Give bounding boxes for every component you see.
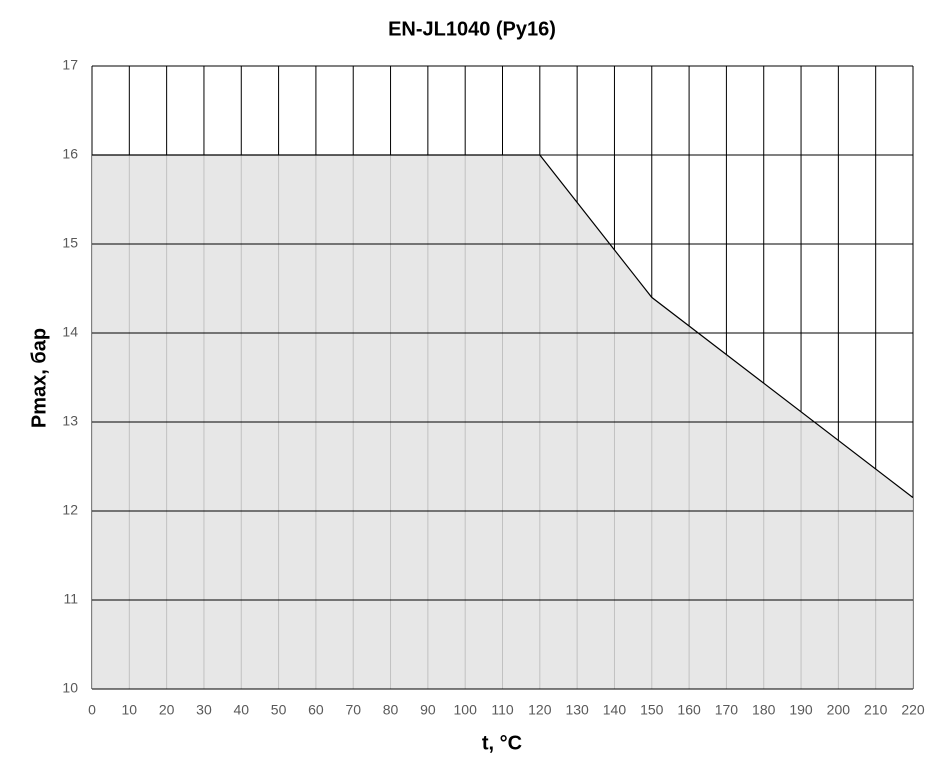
- x-tick-label: 80: [383, 702, 399, 718]
- x-tick-label: 100: [454, 702, 478, 718]
- x-tick-label: 150: [640, 702, 664, 718]
- y-tick-label: 11: [63, 591, 78, 607]
- y-tick-label: 16: [62, 146, 78, 162]
- x-tick-label: 180: [752, 702, 776, 718]
- x-tick-label: 20: [159, 702, 175, 718]
- x-tick-label: 70: [345, 702, 361, 718]
- y-axis-title: Pmax, бар: [28, 328, 50, 428]
- y-tick-label: 17: [62, 57, 78, 73]
- x-tick-label: 30: [196, 702, 212, 718]
- x-tick-label: 120: [528, 702, 552, 718]
- y-tick-label: 10: [62, 680, 78, 696]
- x-tick-label: 200: [827, 702, 851, 718]
- x-tick-label: 130: [565, 702, 589, 718]
- x-tick-label: 170: [715, 702, 739, 718]
- y-tick-label: 15: [62, 235, 78, 251]
- x-tick-label: 160: [677, 702, 701, 718]
- x-tick-label: 0: [88, 702, 96, 718]
- line: [92, 154, 914, 499]
- x-tick-label: 110: [491, 702, 514, 718]
- y-tick-label: 13: [62, 413, 78, 429]
- y-tick-label: 14: [62, 324, 78, 340]
- chart-title: EN-JL1040 (Py16): [388, 18, 556, 40]
- x-tick-label: 210: [864, 702, 888, 718]
- x-tick-label: 10: [122, 702, 138, 718]
- y-tick-label: 12: [62, 502, 78, 518]
- x-tick-label: 40: [233, 702, 249, 718]
- x-tick-label: 60: [308, 702, 324, 718]
- x-tick-label: 90: [420, 702, 436, 718]
- x-tick-label: 140: [603, 702, 627, 718]
- x-tick-label: 190: [789, 702, 813, 718]
- x-tick-label: 50: [271, 702, 287, 718]
- x-tick-label: 220: [901, 702, 925, 718]
- x-axis-title: t, °C: [482, 732, 522, 754]
